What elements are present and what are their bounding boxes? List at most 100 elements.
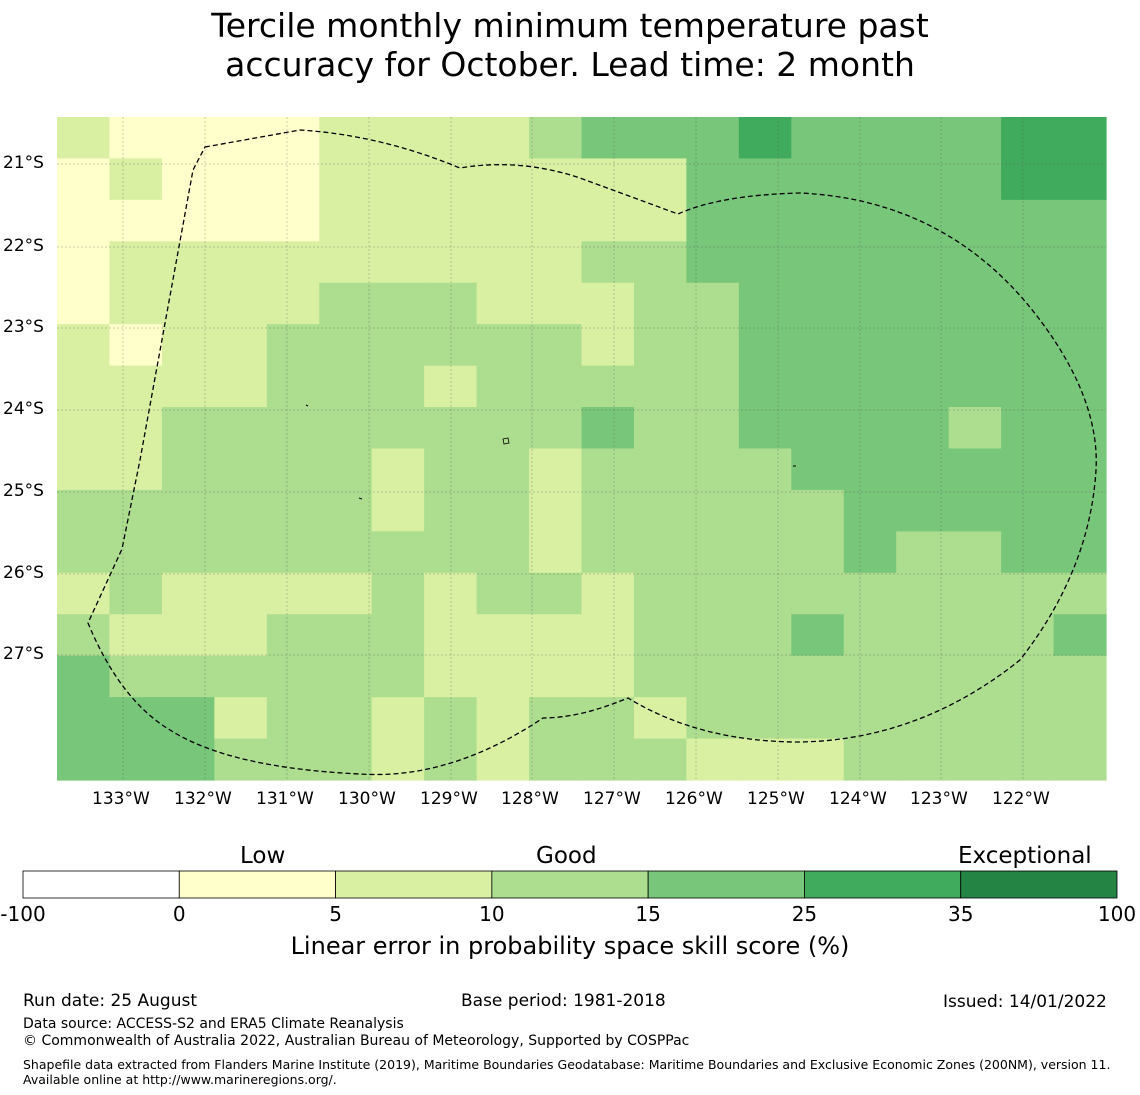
grid-cell [161,448,215,491]
grid-cell [1001,448,1055,491]
grid-cell [686,241,740,284]
grid-cell [948,199,1002,242]
grid-cell [529,324,583,367]
grid-cell [791,282,845,325]
grid-cell [319,572,373,615]
category-good: Good [536,843,597,869]
grid-cell [161,655,215,698]
grid-cell [738,738,792,781]
longitude-label: 122°W [992,789,1050,809]
grid-cell [319,407,373,450]
grid-cell [529,572,583,615]
grid-cell [791,365,845,408]
grid-cell [738,241,792,284]
grid-cell [633,697,687,740]
grid-cell [633,365,687,408]
grid-cell [896,655,950,698]
grid-cell [633,614,687,657]
grid-cells [57,117,1107,781]
grid-cell [266,199,320,242]
shapefile-credit: Shapefile data extracted from Flanders M… [23,1057,1111,1087]
grid-cell [476,117,530,160]
grid-cell [161,614,215,657]
data-source: Data source: ACCESS-S2 and ERA5 Climate … [23,1016,404,1032]
grid-cell [424,324,478,367]
grid-cell [1053,655,1107,698]
grid-cell [424,489,478,532]
grid-cell [476,324,530,367]
run-date: Run date: 25 August [23,991,197,1011]
latitude-label: 21°S [3,153,44,173]
grid-cell [686,158,740,201]
grid-cell [161,282,215,325]
grid-cell [371,365,425,408]
grid-cell [266,117,320,160]
latitude-label: 27°S [3,644,44,664]
grid-cell [633,407,687,450]
grid-cell [1053,448,1107,491]
grid-cell [476,531,530,574]
colorbar-segment [178,870,336,899]
grid-cell [424,407,478,450]
grid-cell [686,614,740,657]
grid-cell [843,572,897,615]
grid-cell [843,697,897,740]
grid-cell [1053,738,1107,781]
grid-cell [109,324,163,367]
grid-cell [529,531,583,574]
grid-cell [581,572,635,615]
grid-cell [529,489,583,532]
longitude-label: 129°W [420,789,478,809]
grid-cell [581,158,635,201]
grid-cell [57,697,111,740]
grid-cell [57,241,111,284]
grid-cell [424,199,478,242]
grid-cell [948,531,1002,574]
grid-cell [57,324,111,367]
grid-cell [581,738,635,781]
grid-cell [791,572,845,615]
grid-cell [319,324,373,367]
grid-cell [266,531,320,574]
grid-cell [266,365,320,408]
grid-cell [214,282,268,325]
grid-cell [738,697,792,740]
grid-cell [529,738,583,781]
grid-cell [57,365,111,408]
grid-cell [791,117,845,160]
grid-cell [319,282,373,325]
grid-cell [266,282,320,325]
grid-cell [371,531,425,574]
grid-cell [1001,489,1055,532]
grid-cell [1053,117,1107,160]
grid-cell [738,324,792,367]
grid-cell [896,199,950,242]
grid-cell [791,241,845,284]
grid-cell [896,158,950,201]
grid-cell [424,448,478,491]
grid-cell [266,407,320,450]
islands [305,404,796,500]
grid-cell [214,655,268,698]
grid-cell [633,158,687,201]
grid-cell [214,117,268,160]
grid-cell [1001,365,1055,408]
grid-cell [214,572,268,615]
grid-cell [371,738,425,781]
grid-cell [161,199,215,242]
grid-cell [476,655,530,698]
grid-cell [1053,614,1107,657]
grid-cell [214,489,268,532]
grid-cell [1053,199,1107,242]
map-title: Tercile monthly minimum temperature past… [0,6,1140,84]
grid-cell [738,489,792,532]
grid-cell [529,282,583,325]
grid-cell [633,655,687,698]
grid-cell [529,365,583,408]
grid-cell [529,199,583,242]
title-line-1: Tercile monthly minimum temperature past [211,6,929,45]
grid-cell [686,117,740,160]
grid-cell [686,655,740,698]
grid-cell [371,241,425,284]
grid-cell [424,282,478,325]
